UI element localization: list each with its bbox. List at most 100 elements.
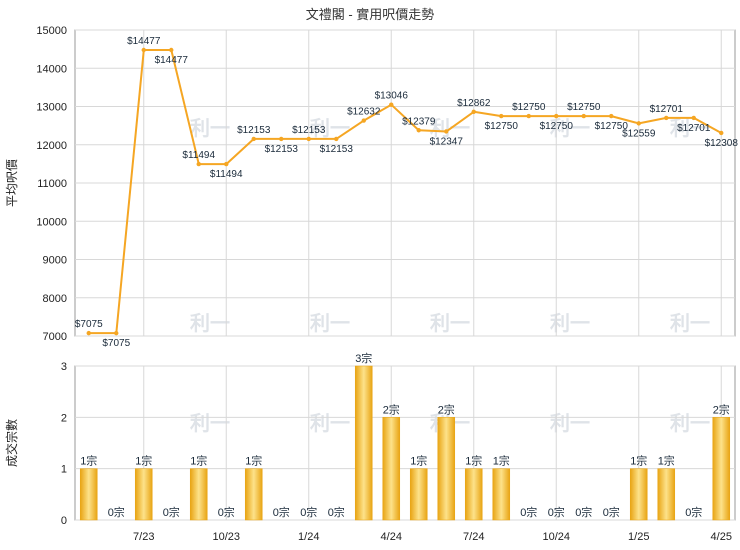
x-tick-label: 4/25 — [711, 531, 732, 543]
price-data-label: $11494 — [182, 150, 215, 161]
price-data-label: $14477 — [127, 36, 161, 47]
line-y-tick-label: 7000 — [43, 331, 67, 343]
line-y-tick-label: 13000 — [36, 102, 67, 114]
line-y-tick-label: 14000 — [36, 63, 67, 75]
price-data-label: $12862 — [457, 98, 491, 109]
price-data-label: $12559 — [622, 128, 656, 139]
price-data-label: $12750 — [595, 121, 629, 132]
x-tick-label: 7/24 — [463, 531, 484, 543]
count-bar — [244, 468, 263, 521]
bar-y-tick-label: 1 — [61, 464, 67, 476]
count-data-label: 0宗 — [328, 505, 345, 519]
watermark-text: 利一 — [190, 311, 230, 335]
price-point — [251, 136, 256, 142]
count-bar — [79, 468, 98, 521]
price-point — [691, 115, 696, 121]
price-data-label: $12153 — [292, 125, 326, 136]
count-data-label: 0宗 — [300, 505, 317, 519]
x-tick-label: 10/24 — [542, 531, 570, 543]
count-data-label: 3宗 — [355, 351, 372, 365]
line-y-tick-label: 11000 — [37, 178, 67, 190]
price-point — [279, 136, 284, 142]
count-bar — [382, 417, 401, 521]
count-bar — [354, 365, 373, 521]
price-point — [554, 113, 559, 119]
price-data-label: $12347 — [430, 136, 464, 147]
count-data-label: 0宗 — [273, 505, 290, 519]
count-data-label: 1宗 — [465, 454, 482, 468]
price-point — [581, 113, 586, 119]
count-bar — [629, 468, 648, 521]
line-y-tick-label: 8000 — [43, 293, 67, 305]
count-bar — [712, 417, 731, 521]
x-tick-label: 1/25 — [628, 531, 649, 543]
count-data-label: 1宗 — [135, 454, 152, 468]
line-y-tick-label: 15000 — [36, 25, 67, 37]
x-tick-label: 7/23 — [133, 531, 154, 543]
line-series: $7075 $7075 $14477 $14477 $11494 $11494 $12153… — [75, 36, 739, 349]
price-point — [334, 136, 339, 142]
price-data-label: $12701 — [677, 123, 711, 134]
price-point — [141, 47, 146, 53]
count-data-label: 0宗 — [548, 505, 565, 519]
chart-title: 文禮閣 - 實用呎價走勢 — [306, 7, 435, 22]
count-data-label: 0宗 — [163, 505, 180, 519]
line-y-tick-label: 10000 — [36, 216, 67, 228]
count-data-label: 0宗 — [218, 505, 235, 519]
bar-y-tick-label: 3 — [61, 361, 67, 373]
bar-plot-frame — [74, 365, 736, 521]
price-point — [361, 118, 366, 123]
x-tick-label: 4/24 — [381, 531, 402, 543]
price-point — [609, 113, 614, 119]
bar-y-axis-label: 成交宗數 — [4, 419, 19, 467]
price-data-label: $12153 — [320, 144, 354, 155]
price-point — [196, 161, 201, 167]
watermark-layer: 利一利一利一利一利一利一利一利一利一利一利一利一利一利一利一 — [190, 116, 710, 435]
price-data-label: $12750 — [567, 102, 601, 113]
count-bar — [492, 468, 511, 521]
count-data-label: 0宗 — [603, 505, 620, 519]
count-data-label: 0宗 — [685, 505, 702, 519]
price-point — [499, 113, 504, 119]
count-data-label: 0宗 — [108, 505, 125, 519]
watermark-text: 利一 — [190, 116, 230, 140]
bar-y-tick-label: 0 — [61, 515, 67, 527]
price-data-label: $7075 — [102, 338, 130, 349]
watermark-text: 利一 — [190, 411, 230, 435]
count-bar — [464, 468, 483, 521]
price-point — [526, 113, 531, 119]
price-data-label: $12632 — [347, 107, 381, 118]
price-data-label: $12308 — [705, 138, 739, 149]
count-data-label: 1宗 — [410, 454, 427, 468]
price-point — [416, 128, 421, 133]
count-data-label: 1宗 — [80, 454, 97, 468]
count-bar — [134, 468, 153, 521]
count-data-label: 1宗 — [190, 454, 207, 468]
price-data-label: $12750 — [540, 121, 574, 132]
price-point — [389, 102, 394, 107]
price-data-label: $12750 — [512, 102, 546, 113]
bar-series: 1宗 0宗 1宗 0宗 1宗 0宗 1宗 0宗 0宗 0宗 3宗 2宗 1宗 2宗 1宗 1宗 0宗 0宗 0宗 0宗… — [79, 351, 731, 521]
price-point — [86, 330, 91, 336]
price-data-label: $13046 — [375, 91, 409, 102]
price-data-label: $12701 — [650, 104, 684, 115]
count-bar — [657, 468, 676, 521]
axis-layer: 7000 8000 9000 10000 11000 12000 13000 14000 150… — [36, 25, 732, 543]
watermark-text: 利一 — [670, 411, 710, 435]
count-data-label: 0宗 — [520, 505, 537, 519]
price-point — [169, 47, 174, 53]
price-point — [306, 136, 311, 142]
count-bar — [437, 417, 456, 521]
watermark-text: 利一 — [310, 311, 350, 335]
count-data-label: 1宗 — [658, 454, 675, 468]
watermark-text: 利一 — [430, 311, 470, 335]
price-point — [224, 161, 229, 167]
price-point — [636, 121, 641, 126]
price-line — [88, 49, 722, 335]
price-point — [664, 115, 669, 121]
watermark-text: 利一 — [310, 116, 350, 140]
count-data-label: 2宗 — [438, 402, 455, 416]
price-data-label: $7075 — [75, 319, 103, 330]
price-data-label: $14477 — [155, 55, 189, 66]
